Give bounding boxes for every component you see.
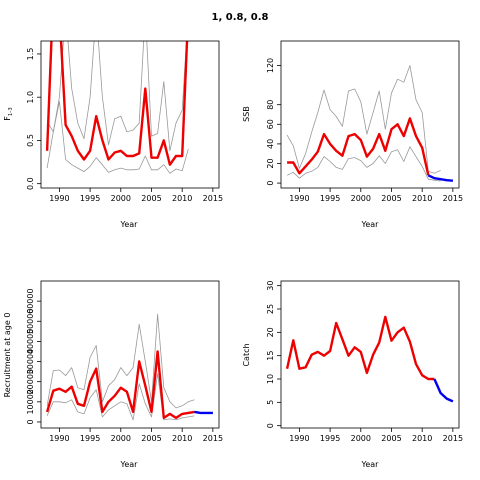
- x-tick-label: 2000: [351, 194, 371, 203]
- plot-frame: [280, 40, 460, 189]
- series-line-estimate: [45, 41, 189, 166]
- x-tick-label: 1995: [80, 194, 100, 203]
- x-tick-label: 1990: [49, 434, 69, 443]
- y-tick-label: 15: [266, 351, 275, 361]
- y-tick-label: 20: [266, 158, 275, 168]
- series-line-lower: [46, 373, 195, 421]
- y-tick-label: 0: [266, 423, 275, 428]
- series-line-projection: [427, 174, 453, 182]
- y-tick-label: 40000: [26, 329, 35, 354]
- x-tick-label: 2015: [203, 434, 223, 443]
- x-tick-label: 1990: [289, 434, 309, 443]
- y-axis-label: SSB: [242, 106, 251, 122]
- x-axis-label: Year: [361, 220, 380, 229]
- x-tick-label: 2000: [351, 434, 371, 443]
- x-tick-label: 1995: [80, 434, 100, 443]
- plot-frame: [40, 280, 220, 429]
- series-line-lower: [46, 101, 189, 174]
- x-tick-label: 2010: [412, 434, 432, 443]
- x-tick-label: 2015: [203, 194, 223, 203]
- series-group: [285, 315, 454, 403]
- series-line-estimate: [287, 117, 430, 176]
- x-tick-label: 1990: [289, 194, 309, 203]
- panel-catch: Catch Year 1990 1995 2000 2005 2010 2015 0 5 10 1…: [242, 281, 463, 469]
- x-tick-label: 2010: [172, 434, 192, 443]
- x-tick-label: 2005: [141, 434, 161, 443]
- series-line-projection: [194, 410, 213, 415]
- y-tick-label: 0: [26, 419, 35, 424]
- x-tick-label: 2010: [412, 194, 432, 203]
- series-line-projection: [433, 378, 454, 403]
- x-tick-label: 2000: [111, 434, 131, 443]
- y-tick-label: 5: [266, 400, 275, 405]
- x-tick-label: 2015: [443, 434, 463, 443]
- x-tick-label: 2005: [381, 194, 401, 203]
- plot-frame: [40, 40, 220, 189]
- series-line-estimate: [285, 315, 435, 381]
- x-tick-label: 1995: [320, 434, 340, 443]
- y-tick-label: 20000: [26, 369, 35, 394]
- y-tick-label: 25: [266, 304, 275, 314]
- x-tick-label: 2015: [443, 194, 463, 203]
- panel-fishing-mortality: F1–3 Year 1990 1995 2000 2005 2010 2015 0.0 0.5…: [3, 40, 223, 229]
- series-group: [286, 65, 453, 182]
- y-tick-label: 80: [266, 100, 275, 110]
- x-tick-label: 2010: [172, 194, 192, 203]
- series-group: [45, 41, 189, 174]
- series-line-lower: [286, 146, 441, 182]
- x-axis-label: Year: [120, 460, 139, 469]
- panel-recruitment: Recruitment at age 0 Year 1990 1995 2000 20…: [3, 280, 223, 469]
- y-tick-label: 0.0: [26, 177, 35, 190]
- x-axis-label: Year: [361, 460, 380, 469]
- y-tick-label: 1.0: [26, 91, 35, 104]
- x-tick-label: 2000: [111, 194, 131, 203]
- series-line-estimate: [45, 350, 195, 420]
- x-tick-label: 1995: [320, 194, 340, 203]
- x-tick-label: 2005: [141, 194, 161, 203]
- y-tick-label: 50000: [26, 309, 35, 334]
- series-line-upper: [46, 313, 195, 409]
- y-tick-label: 120: [266, 58, 275, 73]
- y-tick-label: 30000: [26, 349, 35, 374]
- x-axis-label: Year: [120, 220, 139, 229]
- series-group: [45, 313, 213, 421]
- y-tick-label: 10: [266, 374, 275, 384]
- y-axis-label: F1–3: [3, 107, 14, 120]
- y-tick-label: 0.5: [26, 134, 35, 147]
- series-line-upper: [286, 65, 441, 174]
- y-tick-label: 40: [266, 139, 275, 149]
- y-axis-label: Recruitment at age 0: [3, 313, 12, 398]
- panel-ssb: SSB Year 1990 1995 2000 2005 2010 2015 0 20 40 60…: [242, 40, 463, 229]
- x-tick-label: 1990: [49, 194, 69, 203]
- y-axis-label: Catch: [242, 343, 251, 366]
- plot-frame: [280, 280, 460, 429]
- y-tick-label: 60: [266, 119, 275, 129]
- y-tick-label: 10000: [26, 389, 35, 414]
- main-title: 1, 0.8, 0.8: [212, 12, 269, 23]
- y-tick-label: 1.5: [26, 48, 35, 61]
- y-tick-label: 30: [266, 281, 275, 291]
- series-line-upper: [46, 41, 187, 152]
- y-tick-label: 60000: [26, 288, 35, 313]
- x-tick-label: 2005: [381, 434, 401, 443]
- y-tick-label: 0: [266, 181, 275, 186]
- y-tick-label: 20: [266, 327, 275, 337]
